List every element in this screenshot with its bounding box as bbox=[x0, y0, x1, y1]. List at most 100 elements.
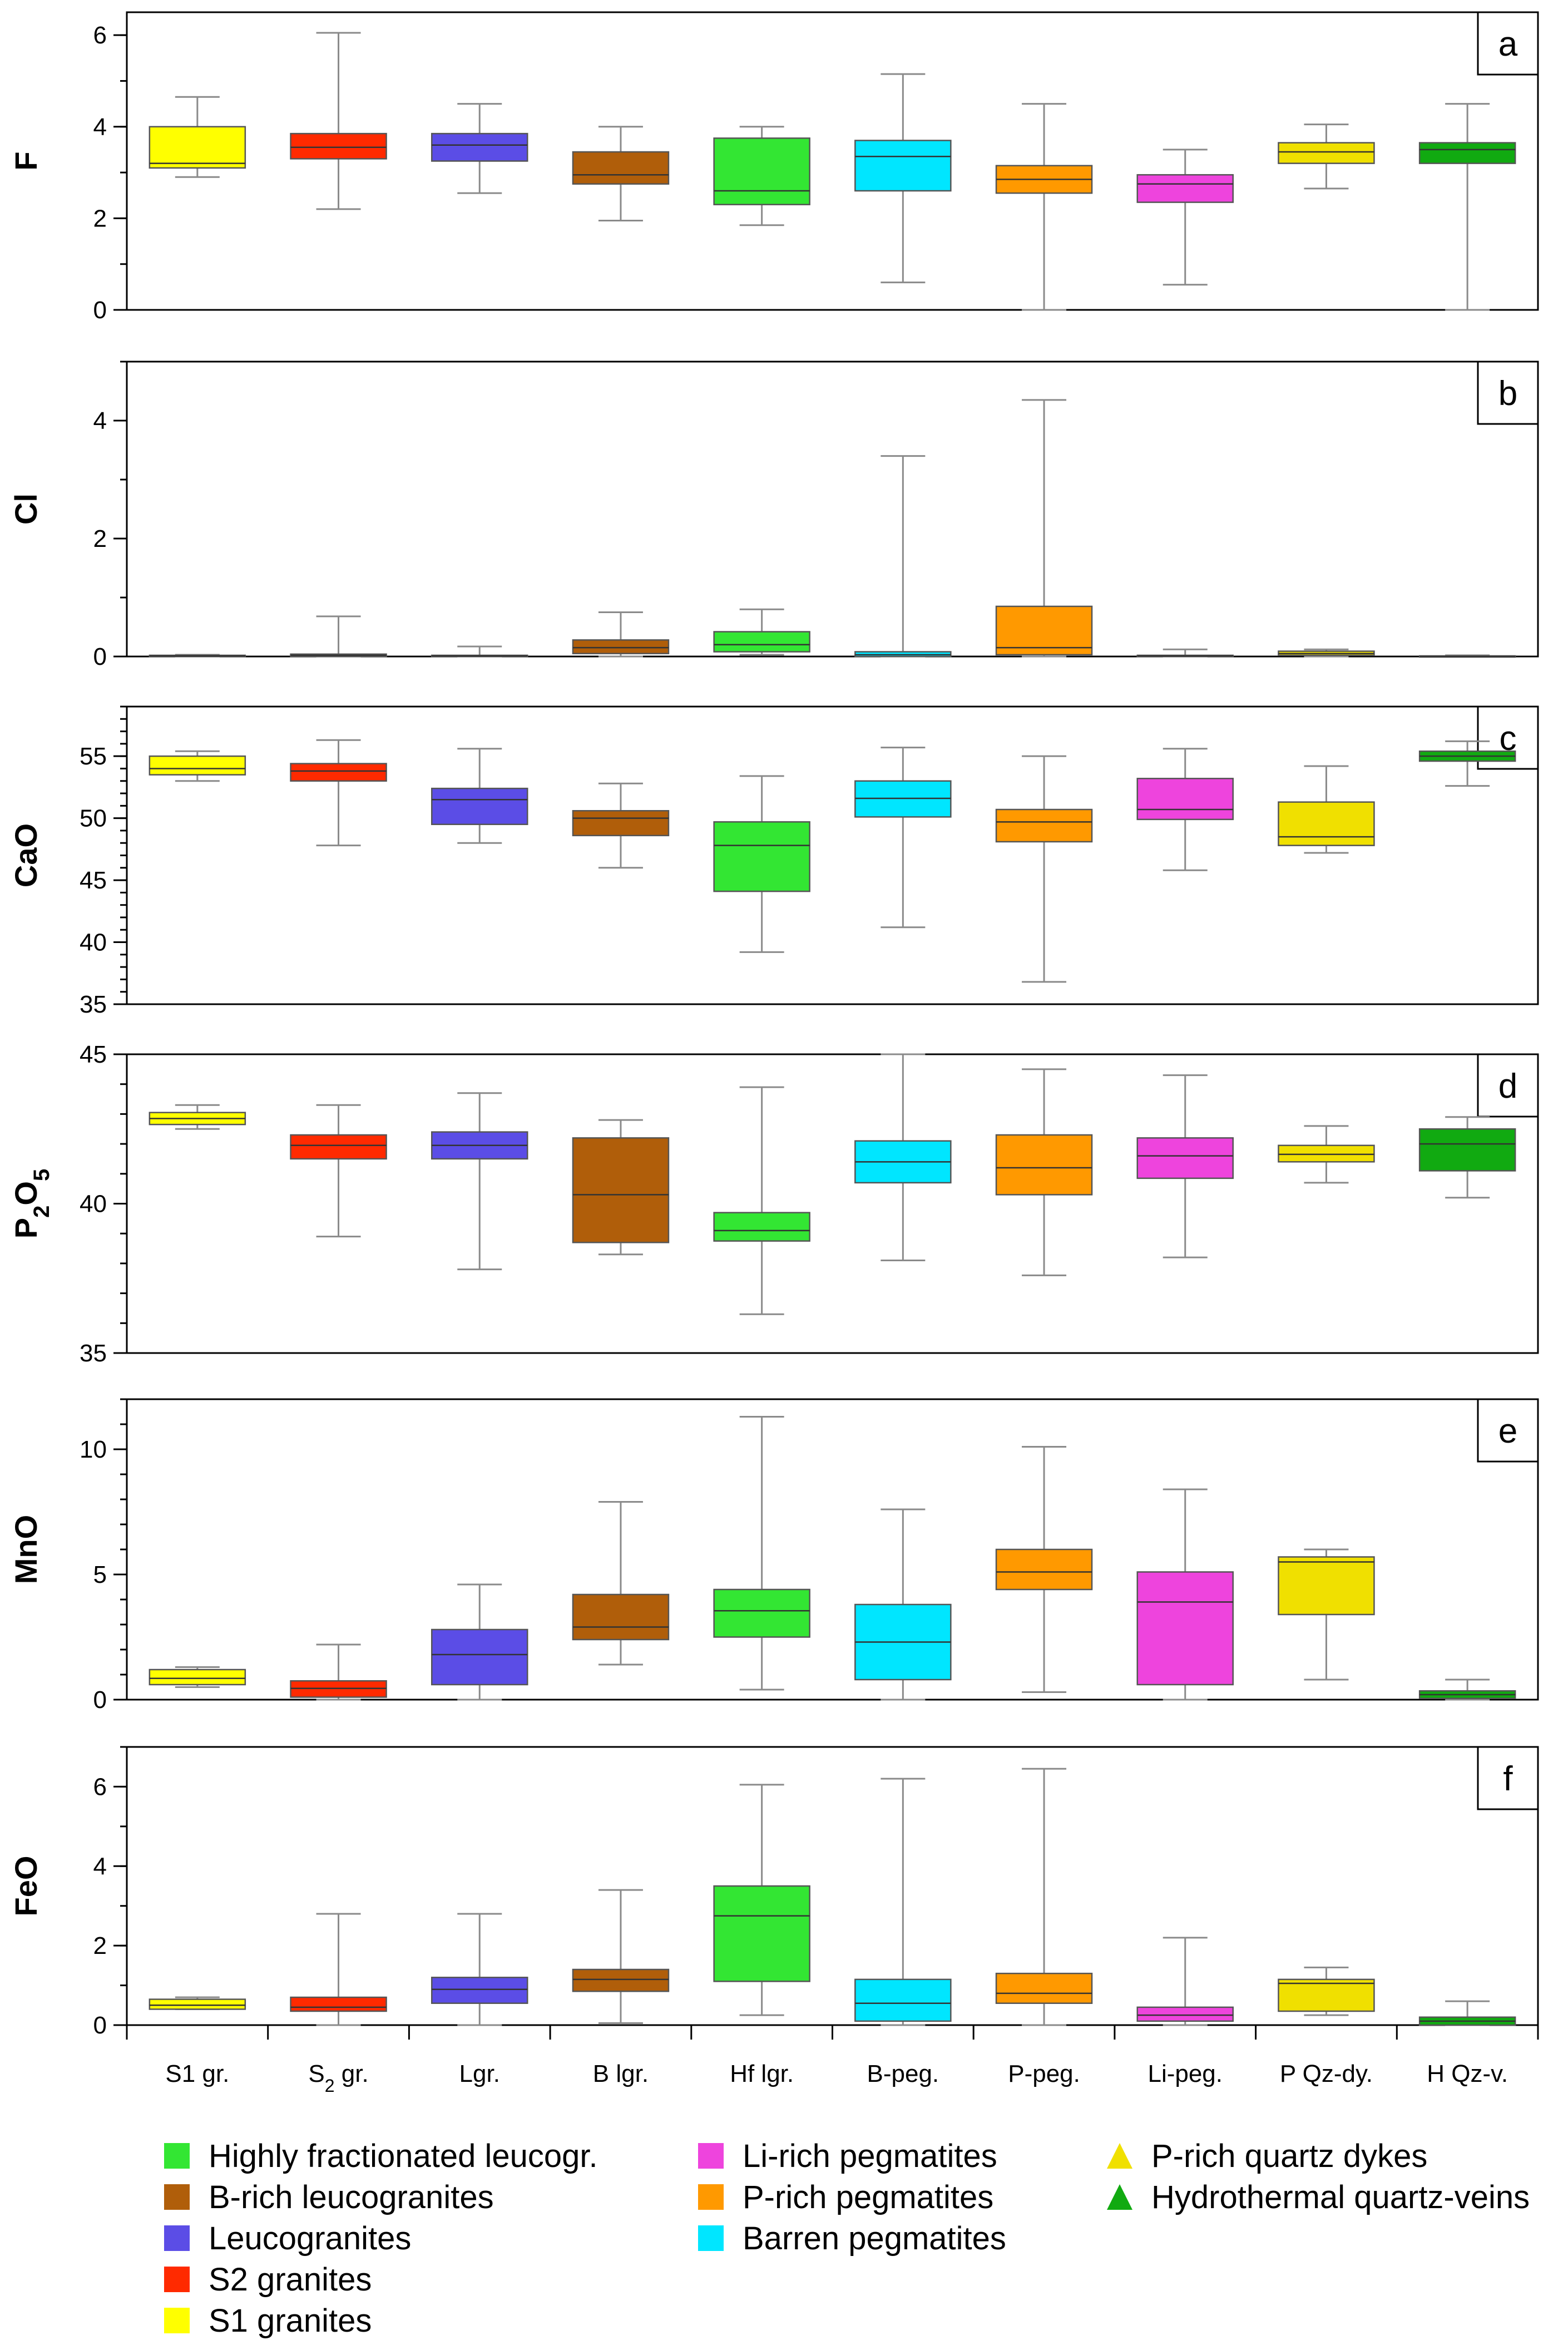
legend-square-marker bbox=[698, 2143, 724, 2169]
legend-square-marker bbox=[698, 2225, 724, 2251]
box-li-peg- bbox=[1136, 149, 1234, 286]
box-h-qz-v- bbox=[1418, 103, 1516, 311]
box-p-peg- bbox=[995, 103, 1093, 311]
box-lgr- bbox=[431, 103, 528, 194]
box-iqr bbox=[713, 1212, 810, 1242]
legend-label: Li-rich pegmatites bbox=[743, 2138, 997, 2174]
y-axis-label: P2O5 bbox=[8, 1169, 54, 1238]
box-iqr bbox=[572, 639, 670, 654]
legend-item: Leucogranites bbox=[164, 2220, 411, 2257]
box-lgr- bbox=[431, 1913, 528, 2026]
box-s1-gr- bbox=[149, 1996, 246, 2010]
box-p-qz-dy- bbox=[1278, 124, 1375, 190]
box-iqr bbox=[1136, 2006, 1234, 2022]
legend-item: S2 granites bbox=[164, 2262, 372, 2298]
box-iqr bbox=[713, 631, 810, 653]
box-b-peg- bbox=[854, 747, 952, 929]
y-tick-label: 55 bbox=[80, 743, 107, 770]
y-tick-label: 45 bbox=[80, 867, 107, 894]
y-tick-label: 45 bbox=[80, 1041, 107, 1068]
panel-letter-box bbox=[1477, 705, 1539, 770]
box-p-peg- bbox=[995, 1446, 1093, 1693]
box-s2-gr- bbox=[290, 1643, 387, 1701]
box-p-peg- bbox=[995, 1068, 1093, 1276]
x-category-label: Li-peg. bbox=[1147, 2060, 1223, 2087]
x-category-label: P-peg. bbox=[1008, 2060, 1080, 2087]
y-axis-label: FeO bbox=[8, 1856, 43, 1917]
y-tick-label: 40 bbox=[80, 1191, 107, 1218]
y-tick-label: 50 bbox=[80, 805, 107, 832]
box-b-peg- bbox=[854, 1053, 952, 1262]
y-axis-label: F bbox=[8, 151, 43, 170]
box-hf-lgr- bbox=[713, 608, 810, 656]
y-tick-label: 2 bbox=[93, 525, 107, 552]
legend-square-marker bbox=[164, 2225, 190, 2251]
panel-letter: f bbox=[1503, 1760, 1513, 1798]
legend-square-marker bbox=[164, 2308, 190, 2333]
box-h-qz-v- bbox=[1418, 2000, 1516, 2026]
box-s1-gr- bbox=[149, 1666, 246, 1688]
box-s2-gr- bbox=[290, 615, 387, 658]
box-lgr- bbox=[431, 645, 528, 658]
legend-square-marker bbox=[164, 2184, 190, 2210]
y-tick-label: 5 bbox=[93, 1561, 107, 1588]
legend-label: B-rich leucogranites bbox=[209, 2179, 494, 2215]
panel-letter-box bbox=[1477, 1053, 1539, 1118]
box-iqr bbox=[290, 1996, 387, 2012]
panel-letter-box bbox=[1477, 1398, 1539, 1463]
y-tick-label: 4 bbox=[93, 1853, 107, 1880]
box-s1-gr- bbox=[149, 96, 246, 178]
box-p-qz-dy- bbox=[1278, 648, 1375, 658]
box-iqr bbox=[1136, 174, 1234, 203]
panel-e: 0 5 10 MnO e bbox=[8, 1398, 1539, 1714]
x-category-label: S2 gr. bbox=[308, 2060, 368, 2096]
box-lgr- bbox=[431, 748, 528, 844]
box-iqr bbox=[149, 1668, 246, 1686]
legend-item: Hydrothermal quartz-veins bbox=[1107, 2179, 1530, 2215]
panel-letter: a bbox=[1498, 25, 1518, 63]
box-b-peg- bbox=[854, 455, 952, 658]
box-iqr bbox=[1278, 142, 1375, 164]
legend-label: Leucogranites bbox=[209, 2220, 411, 2257]
x-category-label: S1 gr. bbox=[165, 2060, 229, 2087]
box-iqr bbox=[1278, 801, 1375, 846]
panel-letter: b bbox=[1498, 374, 1517, 413]
box-b-peg- bbox=[854, 73, 952, 284]
x-category-label: Hf lgr. bbox=[730, 2060, 794, 2087]
panel-f: 0 2 4 6 FeO f bbox=[8, 1746, 1539, 2039]
legend-square-marker bbox=[164, 2267, 190, 2292]
y-tick-label: 2 bbox=[93, 1932, 107, 1959]
box-iqr bbox=[290, 132, 387, 160]
box-iqr bbox=[995, 1134, 1093, 1196]
box-hf-lgr- bbox=[713, 1086, 810, 1315]
box-iqr bbox=[572, 151, 670, 185]
y-tick-label: 2 bbox=[93, 205, 107, 232]
y-tick-label: 0 bbox=[93, 297, 107, 324]
box-s1-gr- bbox=[149, 654, 246, 658]
y-tick-label: 4 bbox=[93, 407, 107, 435]
panel-d: 35 40 45 P2O5 d bbox=[8, 1041, 1539, 1367]
box-hf-lgr- bbox=[713, 1784, 810, 2016]
box-iqr bbox=[1278, 1144, 1375, 1163]
box-iqr bbox=[1136, 1571, 1234, 1686]
legend-label: S2 granites bbox=[209, 2262, 372, 2298]
box-iqr bbox=[431, 1977, 528, 2004]
box-iqr bbox=[1278, 1556, 1375, 1616]
x-category-label: B-peg. bbox=[867, 2060, 939, 2087]
box-iqr bbox=[995, 1548, 1093, 1591]
legend-square-marker bbox=[698, 2184, 724, 2210]
y-tick-label: 10 bbox=[80, 1436, 107, 1463]
legend-label: Hydrothermal quartz-veins bbox=[1151, 2179, 1530, 2215]
box-iqr bbox=[854, 140, 952, 192]
legend-item: P-rich quartz dykes bbox=[1107, 2138, 1427, 2174]
box-p-qz-dy- bbox=[1278, 1125, 1375, 1184]
box-lgr- bbox=[431, 1092, 528, 1271]
box-b-lgr- bbox=[572, 1889, 670, 2024]
box-iqr bbox=[149, 126, 246, 169]
y-tick-label: 4 bbox=[93, 113, 107, 141]
box-iqr bbox=[854, 1978, 952, 2022]
box-iqr bbox=[1136, 1137, 1234, 1179]
panel-letter: d bbox=[1498, 1067, 1517, 1105]
box-hf-lgr- bbox=[713, 775, 810, 953]
legend-item: B-rich leucogranites bbox=[164, 2179, 494, 2215]
